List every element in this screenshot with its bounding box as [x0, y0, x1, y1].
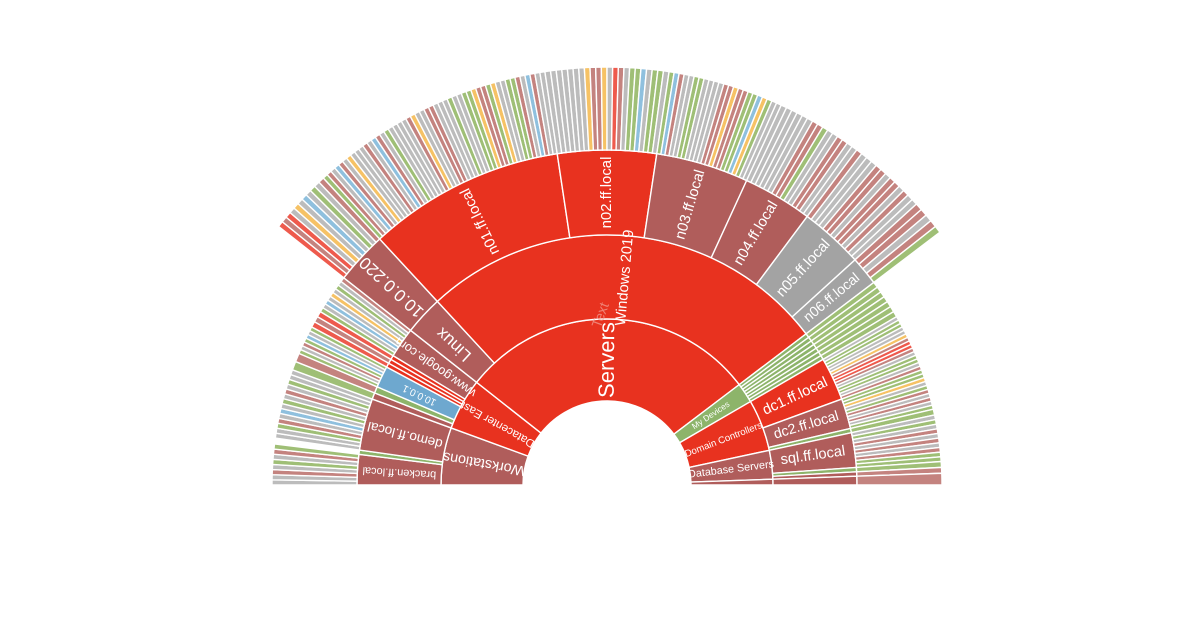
sunburst-slices	[271, 66, 943, 486]
leaf-slice[interactable]	[600, 66, 608, 151]
slice-n02-ff-local[interactable]	[556, 149, 658, 239]
leaf-slice[interactable]	[869, 225, 941, 284]
leaf-slice[interactable]	[273, 443, 360, 459]
leaf-slice[interactable]	[856, 472, 943, 486]
